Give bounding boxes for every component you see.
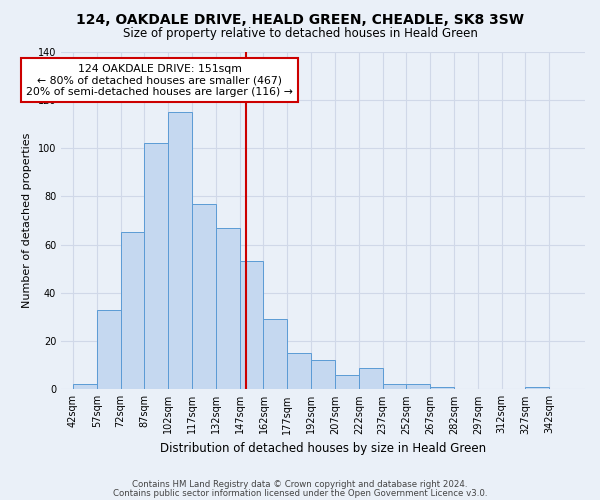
Text: Contains public sector information licensed under the Open Government Licence v3: Contains public sector information licen… (113, 489, 487, 498)
Bar (383, 384, 406, 390)
Text: 124, OAKDALE DRIVE, HEALD GREEN, CHEADLE, SK8 3SW: 124, OAKDALE DRIVE, HEALD GREEN, CHEADLE… (76, 12, 524, 26)
Bar (526, 387, 549, 390)
Bar (263, 320, 287, 390)
Bar (216, 228, 239, 390)
Text: 124 OAKDALE DRIVE: 151sqm
← 80% of detached houses are smaller (467)
20% of semi: 124 OAKDALE DRIVE: 151sqm ← 80% of detac… (26, 64, 293, 97)
Bar (97, 310, 121, 390)
Bar (287, 353, 311, 390)
Bar (406, 384, 430, 390)
Bar (145, 143, 168, 390)
Text: Contains HM Land Registry data © Crown copyright and database right 2024.: Contains HM Land Registry data © Crown c… (132, 480, 468, 489)
Bar (168, 112, 192, 390)
Bar (121, 232, 145, 390)
Bar (335, 375, 359, 390)
Bar (192, 204, 216, 390)
Bar (359, 368, 383, 390)
X-axis label: Distribution of detached houses by size in Heald Green: Distribution of detached houses by size … (160, 442, 486, 455)
Text: Size of property relative to detached houses in Heald Green: Size of property relative to detached ho… (122, 28, 478, 40)
Y-axis label: Number of detached properties: Number of detached properties (22, 132, 32, 308)
Bar (311, 360, 335, 390)
Bar (239, 262, 263, 390)
Bar (430, 387, 454, 390)
Bar (73, 384, 97, 390)
